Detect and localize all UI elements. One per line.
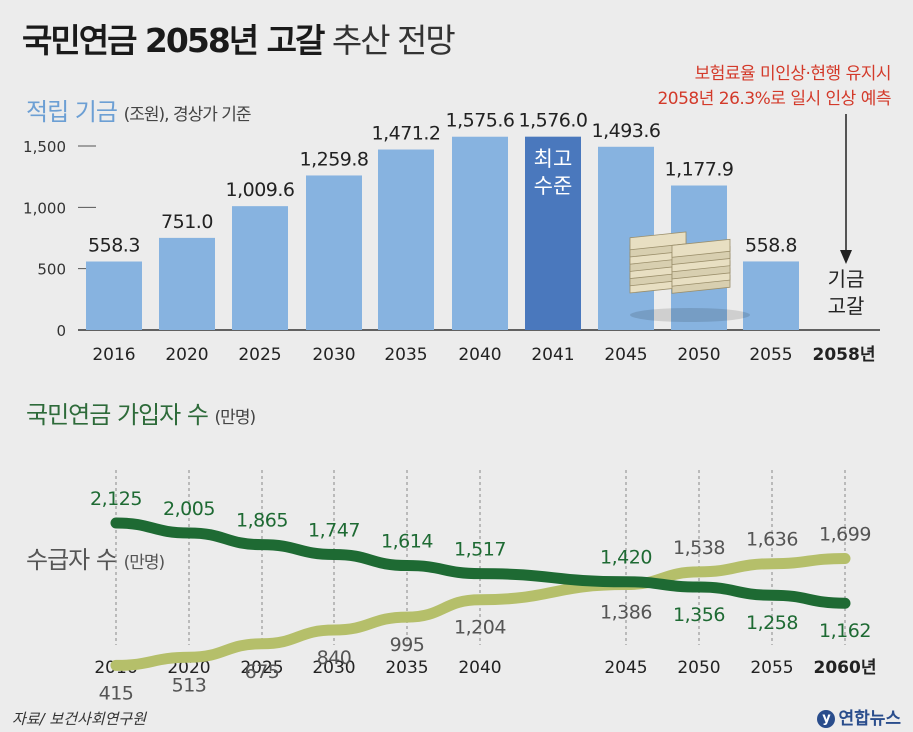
x-tick-label: 2035 [384,345,427,365]
brand-logo-icon: y [817,710,836,728]
beneficiaries-unit: (만명) [123,553,166,573]
subscribers-value-label: 1,865 [236,510,288,532]
subscribers-value-label: 1,356 [673,604,725,626]
subscribers-value-label: 2,125 [90,488,142,510]
line-x-tick-label: 2035 [385,658,428,678]
x-tick-label: 2016 [92,345,135,365]
line-x-tick-label: 2060년 [814,658,877,678]
beneficiaries-line [110,552,851,671]
note-line-1: 보험료율 미인상·현행 유지시 [694,64,892,84]
subscribers-value-label: 1,258 [746,612,798,634]
x-tick-label: 2045 [604,345,647,365]
bar-value-label: 751.0 [161,211,213,233]
depletion-label: 고갈 [828,294,865,318]
beneficiaries-value-label: 1,386 [600,602,652,624]
x-tick-label: 2058년 [813,345,876,365]
subscribers-unit: (만명) [214,408,257,428]
subscribers-value-label: 1,420 [600,547,652,569]
beneficiaries-value-label: 1,538 [673,537,725,559]
depletion-arrow-head [840,250,852,264]
beneficiaries-value-label: 995 [390,634,425,656]
y-tick-label: 1,500 [23,138,66,156]
x-tick-label: 2041 [531,345,574,365]
bar-value-label: 1,259.8 [299,148,368,170]
line-x-tick-label: 2050 [677,658,720,678]
peak-label: 최고 [534,147,573,171]
bar [232,206,288,330]
line-x-tick-label: 2055 [750,658,793,678]
line-x-tick-label: 2040 [458,658,501,678]
subscribers-line [110,517,851,609]
x-tick-label: 2050 [677,345,720,365]
subscribers-value-label: 1,747 [308,519,360,541]
bar-value-label: 1,493.6 [591,120,660,142]
bar [743,261,799,330]
beneficiaries-value-label: 513 [172,674,207,696]
title-light: 추산 전망 [323,21,456,60]
beneficiaries-title: 수급자 수 (만명) [26,540,166,575]
bar-value-label: 1,471.2 [371,123,440,145]
title-bold: 국민연금 2058년 고갈 [22,21,325,60]
bar [159,237,215,330]
subscribers-value-label: 1,162 [819,620,871,642]
bar [525,136,581,330]
depletion-label: 기금 [828,267,865,291]
bar-section-title: 적립 기금 (조원), 경상가 기준 [26,92,252,127]
x-tick-label: 2030 [312,345,355,365]
money-stack-icon [629,231,750,322]
bar-value-label: 558.3 [88,235,140,257]
subscribers-title: 국민연금 가입자 수 (만명) [26,395,257,430]
peak-label: 수준 [534,174,573,198]
bar [306,175,362,330]
bar [452,136,508,330]
subscribers-value-label: 1,517 [454,539,506,561]
beneficiaries-label: 수급자 수 [26,546,118,574]
beneficiaries-value-label: 415 [99,682,134,704]
x-tick-label: 2055 [749,345,792,365]
source: 자료/ 보건사회연구원 [12,710,147,728]
bar-value-label: 1,576.0 [518,110,587,132]
line-x-tick-label: 2025 [240,658,283,678]
brand: y 연합뉴스 [817,704,901,729]
bar-section-unit: (조원), 경상가 기준 [123,105,252,125]
bar-value-label: 1,009.6 [225,179,294,201]
subscribers-value-label: 1,614 [381,531,433,553]
bar-value-label: 558.8 [745,234,797,256]
brand-label: 연합뉴스 [838,709,901,729]
bar [86,261,142,330]
beneficiaries-value-label: 1,204 [454,617,506,639]
bar-value-label: 1,177.9 [664,159,733,181]
x-tick-label: 2040 [458,345,501,365]
y-tick-label: 500 [37,261,66,279]
beneficiaries-value-label: 1,699 [819,523,871,545]
beneficiaries-value-label: 1,636 [746,529,798,551]
note: 보험료율 미인상·현행 유지시 2058년 26.3%로 일시 인상 예측 [657,62,891,112]
note-line-2: 2058년 26.3%로 일시 인상 예측 [657,89,891,109]
subscribers-label: 국민연금 가입자 수 [26,401,209,429]
bar [378,149,434,330]
bar-value-label: 1,575.6 [445,110,514,132]
bar-section-label: 적립 기금 [26,98,118,126]
line-x-tick-label: 2030 [312,658,355,678]
y-tick-label: 1,000 [23,199,66,217]
chart-title: 국민연금 2058년 고갈 추산 전망 [22,14,456,62]
y-tick-label: 0 [56,322,66,340]
x-tick-label: 2025 [238,345,281,365]
x-tick-label: 2020 [165,345,208,365]
subscribers-value-label: 2,005 [163,498,215,520]
beneficiaries-value-label: 675 [245,661,280,683]
line-x-tick-label: 2045 [604,658,647,678]
beneficiaries-value-label: 840 [317,647,352,669]
